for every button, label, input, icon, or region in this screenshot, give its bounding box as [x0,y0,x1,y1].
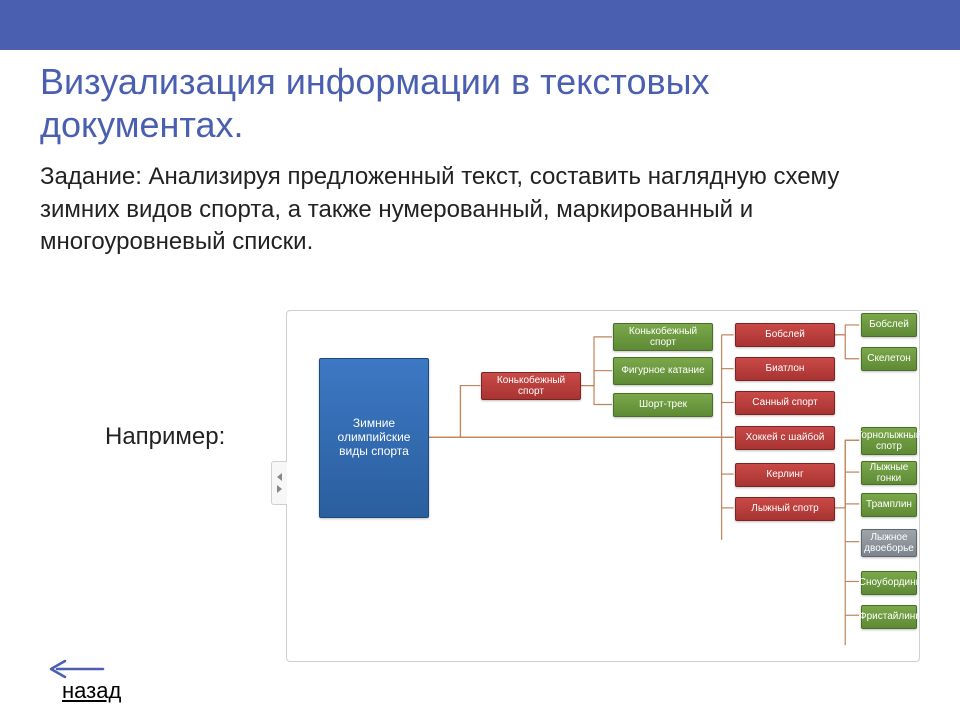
node-curling: Керлинг [735,463,835,487]
page-title: Визуализация информации в текстовых доку… [40,60,920,146]
back-link-label: назад [62,678,121,704]
node-ski: Лыжный спотр [735,497,835,521]
diagram-frame: Зимние олимпийские виды спорта Конькобеж… [286,310,920,662]
node-bobsley: Бобслей [735,323,835,347]
node-konebezhny-child: Конькобежный спорт [613,323,713,351]
node-freestyle: Фристайлинг [861,605,917,629]
node-biathlon: Биатлон [735,357,835,381]
node-figurnoe: Фигурное катание [613,357,713,385]
node-snowboard: Сноубординг [861,571,917,595]
node-short-track: Шорт-трек [613,393,713,417]
node-bobsley-child: Бобслей [861,313,917,337]
back-link[interactable]: назад [62,678,121,704]
node-dvoeborye: Лыжное двоеборье [861,529,917,557]
node-root: Зимние олимпийские виды спорта [319,358,429,518]
back-arrow-icon [45,658,105,680]
chevron-right-icon [277,485,282,493]
example-label: Например: [105,423,225,451]
expand-handle[interactable] [271,461,287,505]
node-tramplin: Трамплин [861,493,917,517]
task-text: Задание: Анализируя предложенный текст, … [40,161,920,258]
header-bar [0,0,960,50]
node-konebezhny-parent: Конькобежный спорт [481,372,581,400]
hierarchy-diagram: Зимние олимпийские виды спорта Конькобеж… [287,311,919,661]
node-sanny: Санный спорт [735,391,835,415]
node-skeleton: Скелетон [861,347,917,371]
node-gornolyzhny: Горнолыжный спотр [861,427,917,455]
chevron-left-icon [277,473,282,481]
node-hockey: Хоккей с шайбой [735,426,835,450]
node-lyzhnye-gonki: Лыжные гонки [861,461,917,485]
content-area: Визуализация информации в текстовых доку… [0,50,960,259]
